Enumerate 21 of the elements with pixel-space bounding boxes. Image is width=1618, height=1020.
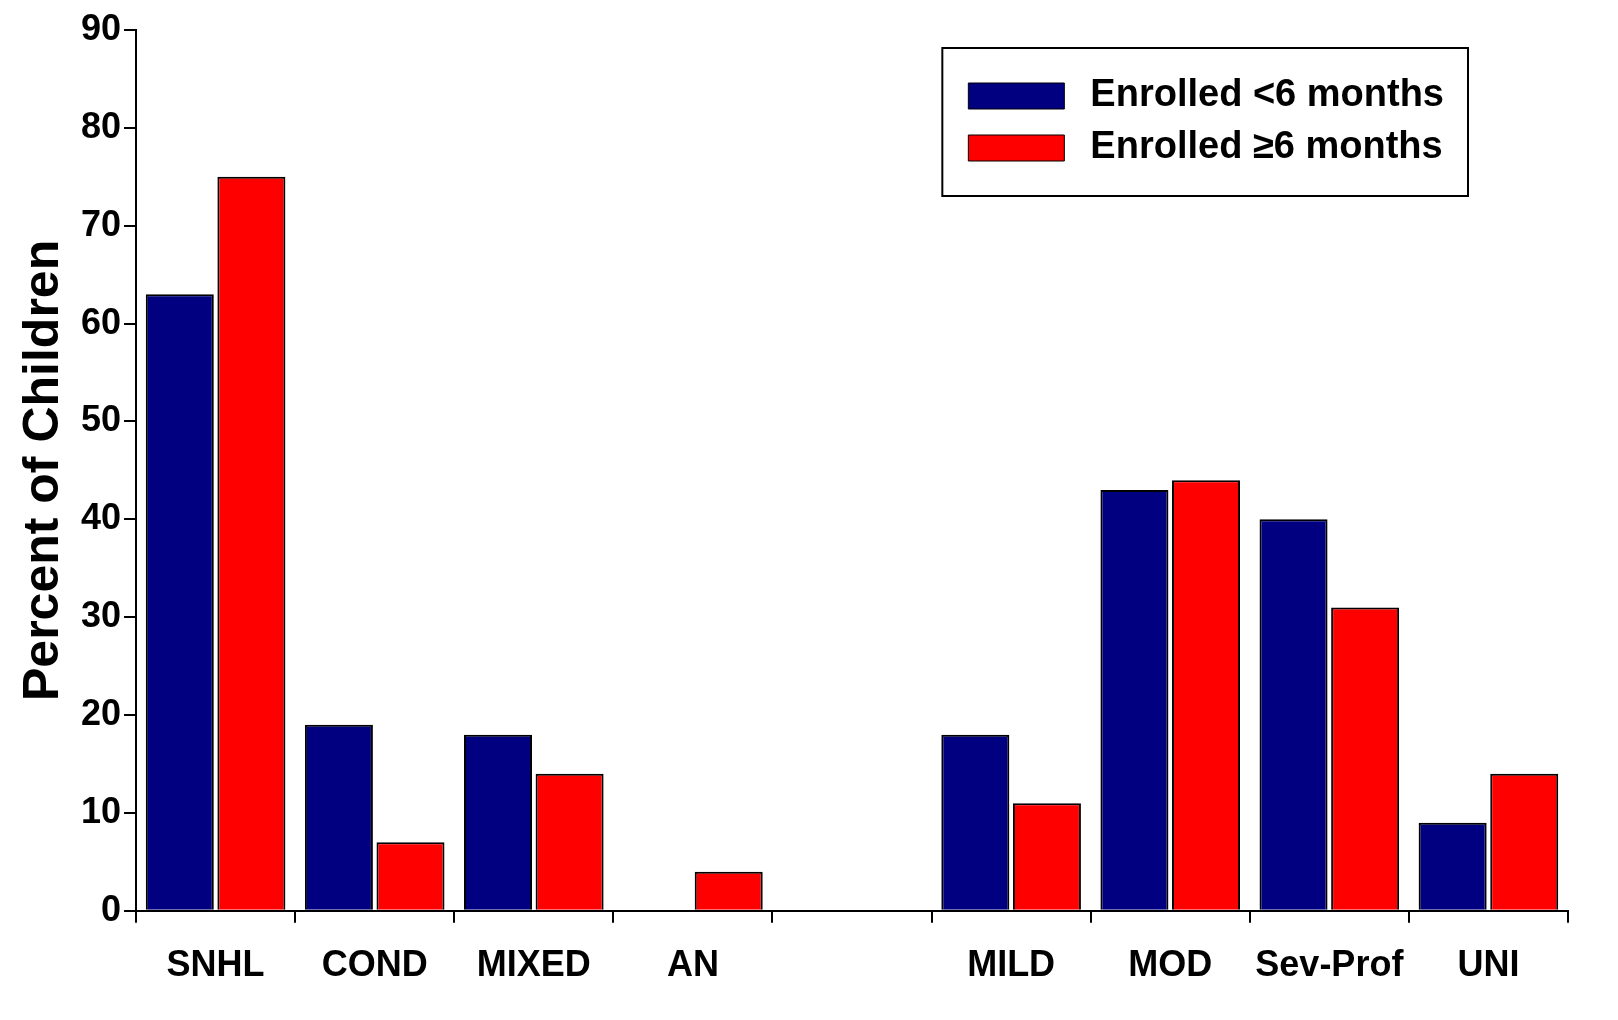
y-tick-label: 90 <box>81 6 122 48</box>
legend-label: Enrolled <6 months <box>1090 72 1444 115</box>
x-tick-label: Sev-Prof <box>1255 943 1405 985</box>
x-tick-label: MILD <box>967 943 1056 985</box>
x-tick-label: SNHL <box>166 943 265 985</box>
x-tick-label: MOD <box>1128 943 1213 985</box>
y-tick-label: 0 <box>101 887 122 929</box>
legend-label: Enrolled ≥6 months <box>1090 124 1443 167</box>
y-tick-label: 40 <box>81 496 122 538</box>
y-tick-label: 60 <box>81 300 122 342</box>
y-tick-label: 70 <box>81 202 122 244</box>
y-tick-label: 50 <box>81 398 122 440</box>
y-tick-label: 10 <box>81 789 122 831</box>
x-tick-label: UNI <box>1457 943 1520 985</box>
y-tick-label: 80 <box>81 104 122 146</box>
y-tick-label: 20 <box>81 691 122 733</box>
y-tick-label: 30 <box>81 594 122 636</box>
x-tick-label: MIXED <box>476 943 591 985</box>
x-tick-label: AN <box>666 943 719 985</box>
y-axis-title: Percent of Children <box>12 239 69 701</box>
x-tick-label: COND <box>321 943 428 985</box>
